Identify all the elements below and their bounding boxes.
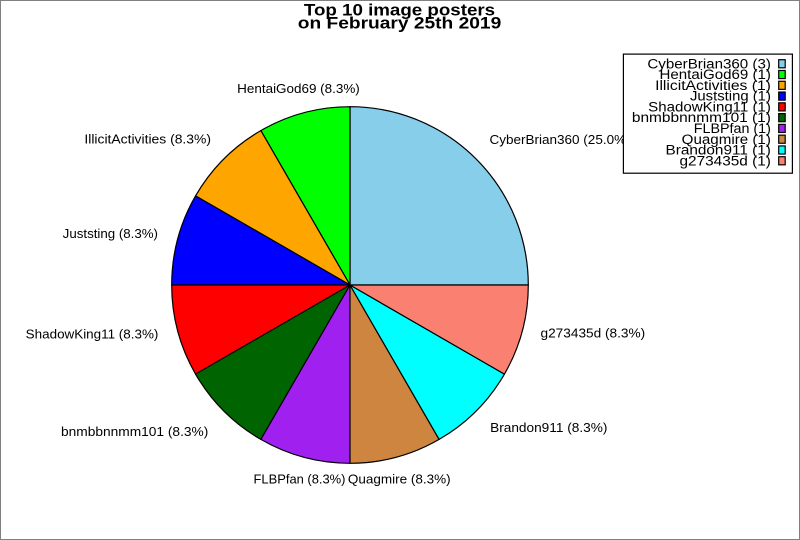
svg-text:Top 10 image posters: Top 10 image posters (304, 2, 495, 20)
svg-text:Quagmire (8.3%): Quagmire (8.3%) (348, 473, 451, 487)
svg-text:CyberBrian360 (3): CyberBrian360 (3) (647, 56, 771, 72)
svg-text:on February 25th 2019: on February 25th 2019 (298, 15, 502, 33)
svg-text:HentaiGod69 (1): HentaiGod69 (1) (660, 67, 771, 83)
svg-text:Juststing (1): Juststing (1) (690, 89, 771, 105)
svg-text:Brandon911 (1): Brandon911 (1) (666, 143, 771, 159)
svg-text:HentaiGod69 (8.3%): HentaiGod69 (8.3%) (237, 82, 360, 96)
svg-text:ShadowKing11 (1): ShadowKing11 (1) (648, 99, 771, 115)
svg-text:IllicitActivities (1): IllicitActivities (1) (655, 78, 771, 94)
svg-text:bnmbbnnmm101 (8.3%): bnmbbnnmm101 (8.3%) (61, 425, 208, 439)
svg-text:CyberBrian360 (25.0%): CyberBrian360 (25.0%) (490, 133, 631, 147)
svg-text:bnmbbnnmm101 (1): bnmbbnnmm101 (1) (632, 110, 771, 126)
svg-text:Juststing (8.3%): Juststing (8.3%) (63, 227, 158, 241)
svg-text:ShadowKing11 (8.3%): ShadowKing11 (8.3%) (26, 327, 159, 341)
svg-text:g273435d (8.3%): g273435d (8.3%) (541, 327, 646, 341)
svg-text:IllicitActivities (8.3%): IllicitActivities (8.3%) (84, 133, 211, 147)
svg-text:FLBPfan (8.3%): FLBPfan (8.3%) (254, 473, 346, 487)
svg-text:Brandon911 (8.3%): Brandon911 (8.3%) (490, 421, 607, 435)
svg-text:g273435d (1): g273435d (1) (680, 153, 771, 169)
svg-text:FLBPfan (1): FLBPfan (1) (694, 121, 771, 137)
svg-text:Quagmire (1): Quagmire (1) (682, 132, 771, 148)
